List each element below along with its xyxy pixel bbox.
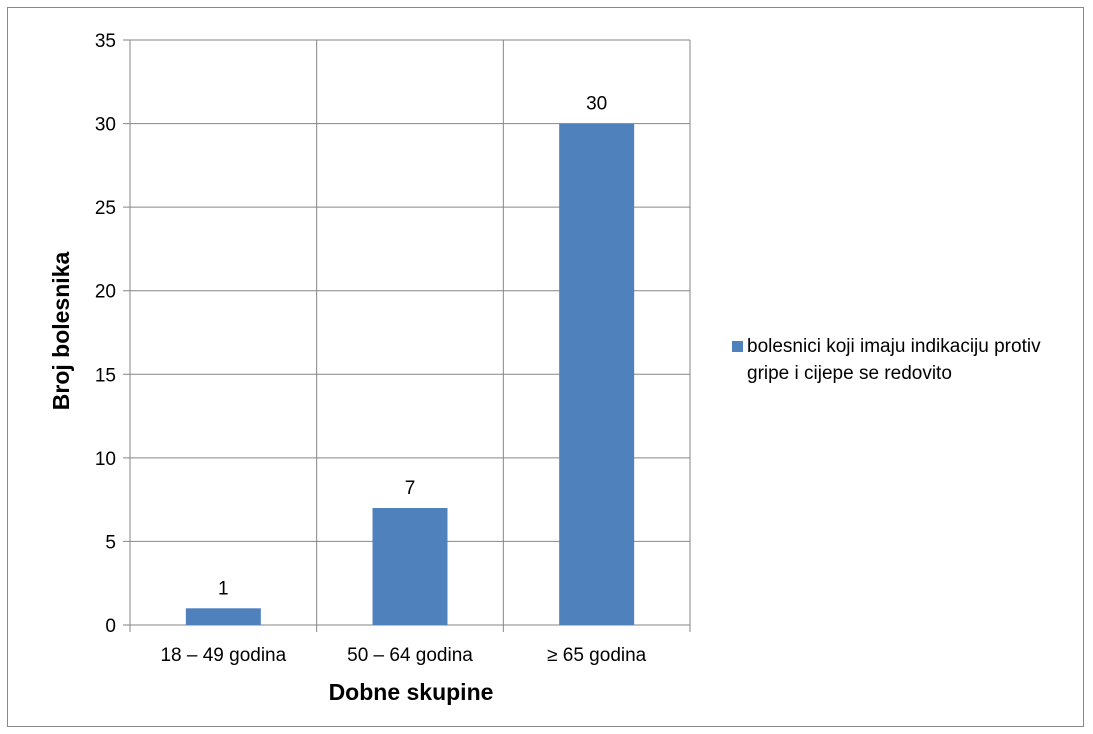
- data-label: 1: [218, 578, 229, 599]
- bar: [559, 123, 635, 626]
- y-axis-title: Broj bolesnika: [48, 252, 74, 411]
- legend-swatch: [732, 341, 743, 352]
- x-tick-label: 50 – 64 godina: [347, 645, 473, 666]
- x-tick-labels: 18 – 49 godina 50 – 64 godina ≥ 65 godina: [160, 645, 646, 666]
- y-tick-label: 30: [95, 115, 116, 136]
- bar: [372, 508, 448, 625]
- x-tick-label: 18 – 49 godina: [160, 645, 286, 666]
- data-label: 7: [405, 478, 416, 499]
- x-axis-title: Dobne skupine: [329, 679, 494, 705]
- bars: [185, 123, 635, 626]
- y-tick-label: 5: [105, 532, 116, 553]
- bar: [185, 608, 261, 625]
- legend-label: bolesnici koji imaju indikaciju protiv g…: [747, 336, 1041, 384]
- y-tick-label: 10: [95, 449, 116, 470]
- y-tick-label: 35: [95, 31, 116, 52]
- y-tick-label: 0: [105, 616, 116, 637]
- legend: bolesnici koji imaju indikaciju protiv g…: [732, 333, 1092, 387]
- x-tick-label: ≥ 65 godina: [547, 645, 647, 666]
- y-tick-labels: 0 5 10 15 20 25 30 35: [95, 31, 116, 637]
- chart-frame: [7, 7, 1084, 727]
- y-tick-label: 15: [95, 365, 116, 386]
- y-tick-label: 25: [95, 198, 116, 219]
- y-tick-label: 20: [95, 282, 116, 303]
- data-label: 30: [586, 94, 607, 115]
